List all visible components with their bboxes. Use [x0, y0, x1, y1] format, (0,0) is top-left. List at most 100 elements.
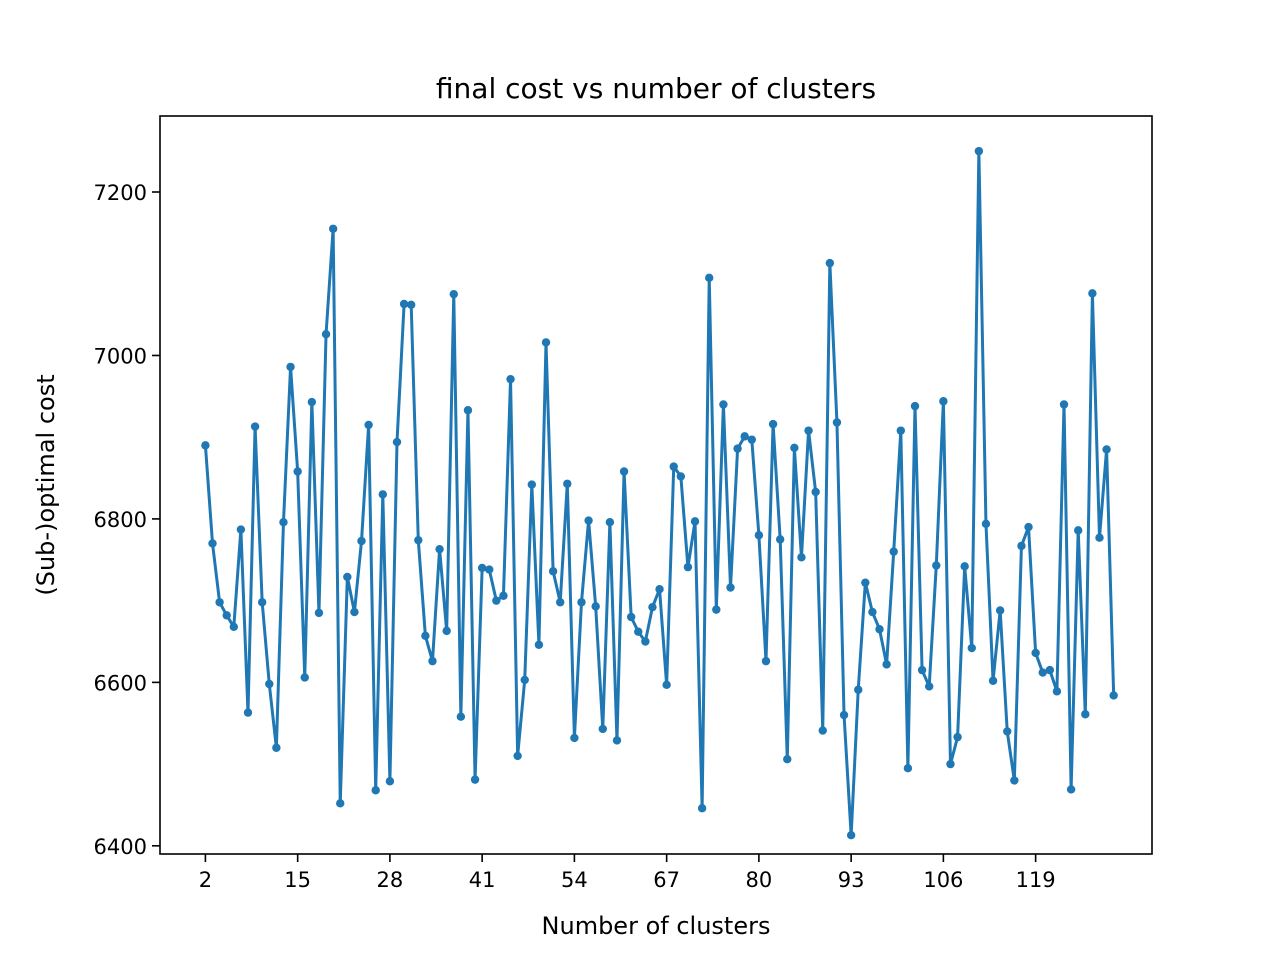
data-point [832, 418, 842, 427]
chart-title: final cost vs number of clusters [436, 72, 876, 105]
data-point [917, 665, 927, 675]
data-point [215, 598, 224, 607]
y-tick-label: 7000 [94, 344, 147, 368]
data-point [960, 562, 969, 571]
data-point [499, 591, 508, 600]
data-point [662, 680, 671, 690]
data-point [861, 578, 870, 587]
data-point [882, 660, 891, 669]
data-point [1081, 710, 1090, 719]
data-point [307, 397, 317, 407]
data-point [1052, 687, 1062, 696]
data-point [697, 804, 707, 813]
data-point [896, 426, 906, 435]
x-tick-label: 28 [377, 868, 404, 892]
data-point [222, 611, 231, 620]
y-tick-label: 6600 [94, 671, 147, 695]
data-point [1038, 668, 1047, 677]
data-point [754, 531, 764, 540]
data-point [229, 622, 238, 631]
data-point [705, 273, 714, 283]
x-tick-label: 106 [923, 868, 963, 892]
data-point [775, 535, 785, 544]
data-point [371, 786, 380, 795]
data-point [712, 605, 721, 614]
y-tick-label: 6800 [94, 508, 147, 532]
data-point [1059, 400, 1069, 409]
data-point [818, 726, 827, 735]
data-point [470, 775, 480, 784]
data-point [556, 598, 565, 607]
x-tick-label: 80 [746, 868, 773, 892]
y-tick-label: 6400 [94, 835, 147, 859]
data-point [889, 547, 898, 556]
y-axis-label: (Sub-)optimal cost [32, 374, 60, 595]
data-point [825, 258, 835, 268]
data-point [953, 732, 962, 742]
data-point [364, 420, 373, 430]
data-point [421, 631, 430, 640]
data-point [208, 539, 217, 548]
data-point [719, 400, 728, 409]
data-point [336, 799, 345, 808]
data-point [392, 437, 402, 447]
data-point [541, 338, 551, 347]
data-point [1102, 445, 1111, 454]
data-point [577, 598, 586, 607]
data-point [1031, 648, 1040, 658]
data-point [250, 422, 260, 431]
data-point [442, 626, 451, 636]
data-point [449, 289, 458, 299]
data-point [399, 299, 409, 309]
data-point [839, 710, 849, 720]
data-point [428, 656, 437, 666]
data-point [605, 517, 615, 527]
x-axis-label: Number of clusters [542, 912, 771, 940]
x-tick-label: 93 [838, 868, 865, 892]
data-point [747, 435, 756, 444]
x-tick-label: 15 [284, 868, 311, 892]
data-point [932, 561, 941, 570]
x-tick-label: 67 [653, 868, 680, 892]
x-axis: 2 15 28 41 54 67 80 93 106 119 [199, 854, 1056, 892]
data-point [903, 763, 913, 773]
data-point [463, 406, 473, 415]
data-point [328, 224, 338, 233]
data-point [314, 608, 324, 618]
data-point [811, 487, 820, 497]
data-point [243, 708, 253, 717]
data-point [350, 607, 359, 617]
data-point [740, 432, 749, 441]
data-point [655, 585, 664, 594]
data-point [910, 401, 920, 411]
data-point [527, 480, 537, 489]
data-point [321, 330, 331, 339]
data-point [939, 397, 948, 406]
data-point [634, 627, 643, 636]
data-point [477, 563, 487, 573]
x-tick-label: 41 [469, 868, 496, 892]
x-tick-label: 54 [561, 868, 588, 892]
data-point [804, 426, 813, 435]
data-point [506, 374, 515, 384]
data-point [485, 565, 494, 574]
data-point [378, 490, 388, 499]
data-point [591, 602, 600, 611]
data-point [563, 479, 572, 488]
data-point [683, 562, 693, 572]
data-point [456, 712, 466, 721]
data-point [733, 444, 742, 453]
data-point [257, 598, 267, 607]
data-point [676, 472, 686, 481]
data-point [761, 656, 771, 666]
data-point [967, 643, 976, 653]
data-point [854, 685, 863, 694]
axes-frame [159, 115, 1153, 855]
data-point [1010, 776, 1019, 785]
data-point [648, 602, 657, 612]
data-point [1066, 785, 1076, 794]
data-point [690, 517, 700, 526]
data-point [626, 612, 636, 622]
plot-area [201, 146, 1118, 840]
